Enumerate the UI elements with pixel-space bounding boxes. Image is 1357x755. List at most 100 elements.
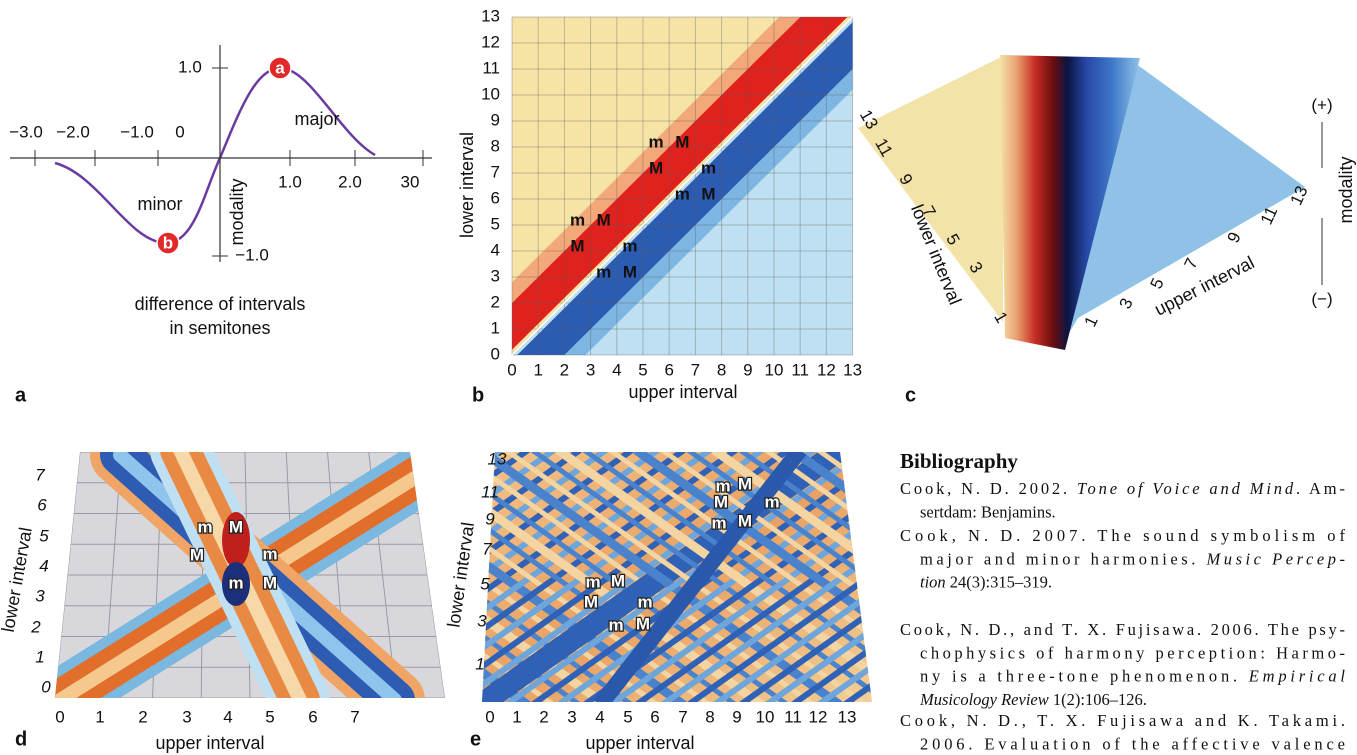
y-tick-label: 6 [491,188,500,207]
z-axis-label: modality [1336,156,1356,223]
x-tick-label: −1.0 [120,122,154,141]
y-tick-label: 12 [481,32,500,51]
chord-label: M [229,517,243,536]
chord-label: M [649,159,663,178]
bibliography-line: tion 24(3):315–319. [920,572,1052,591]
caption: difference of intervals [135,294,306,314]
chord-label: M [714,492,728,511]
x-tick-label: 7 [691,360,700,379]
chord-label: M [597,211,611,230]
y-tick-label: −1.0 [235,245,269,264]
trough [222,562,250,606]
bibliography-text: sertdam: Benjamins. [920,502,1056,521]
x-tick-label: 5 [638,360,647,379]
bibliography-line: Cook, N. D. 2002. Tone of Voice and Mind… [900,479,1345,498]
x-tick-label: 13 [838,707,857,726]
x-tick-label: 8 [705,707,714,726]
y-tick-label: 10 [481,84,500,103]
region-label: minor [137,194,182,214]
ridge [1000,55,1140,350]
chord-label: m [197,517,212,536]
y-axis-label: lower interval [443,521,478,629]
chord-label: m [228,573,243,592]
surface-ridge [482,452,738,702]
bibliography-text: Musicology Review [919,690,1049,709]
bibliography-text: Empirical [1248,666,1346,685]
chord-label: M [738,511,752,530]
x-tick-label: 6 [650,707,659,726]
y-tick-label: 6 [37,495,47,514]
chord-label: m [711,513,726,532]
y-tick-label: 5 [480,574,490,593]
bibliography-text: 2006. Evaluation of the affective valenc… [920,734,1345,753]
y-tick-label: 3 [477,611,487,630]
y-tick-label: 1 [491,318,500,337]
chord-label: M [263,573,277,592]
panel-label: c [905,384,916,406]
y-tick-label: 11 [481,482,499,501]
bibliography-line: Musicology Review 1(2):106–126. [919,690,1147,709]
y-tick-label: 13 [481,6,500,25]
y-tick-label: 11 [482,58,500,77]
minor-band [517,22,853,355]
region-label: major [294,109,339,129]
surface-ridge [608,452,872,702]
surface-ridge [482,452,816,702]
bibliography-text: Cook, N. D. 2007. The sound symbolism of [900,526,1346,545]
chord-label: m [715,476,730,495]
marker-label: a [275,58,285,77]
y-tick-label: 4 [39,556,48,575]
chord-label: m [262,544,277,563]
chord-label: m [585,572,600,591]
x-tick-label: 11 [784,707,802,726]
bibliography-text: 24(3):315–319. [946,572,1052,591]
major-band-edge [512,17,801,303]
chord-label: m [649,133,664,152]
y-tick-label: 1 [35,647,44,666]
x-tick-label: 9 [743,360,752,379]
minor-plane [1062,58,1305,345]
y-tick-label: 13 [488,449,507,468]
x-tick-label: 9 [732,707,741,726]
extremum-marker [156,231,180,255]
x-tick-label: 7 [350,707,359,726]
x-tick-label: 5 [623,707,632,726]
surface-ridge [593,452,807,702]
x-tick-label: 1 [533,360,542,379]
y-tick-label: 2 [491,292,500,311]
bibliography-line: 2006. Evaluation of the affective valenc… [920,734,1345,753]
z-tick-label: (+) [1311,95,1332,114]
bibliography-text: Cook, N. D., and T. X. Fujisawa. 2006. T… [900,620,1345,639]
x-tick-label: 6 [308,707,317,726]
chord-label: M [701,185,715,204]
x-tick-label: 5 [1146,275,1167,292]
y-tick-label: 5 [39,526,49,545]
bibliography-text: 1(2):106–126. [1049,690,1147,709]
surface-ridge [482,452,712,702]
surface-ridge [482,452,765,702]
chord-label: M [190,545,204,564]
x-tick-label: 10 [756,707,775,726]
y-tick-label: 2 [30,617,41,636]
x-tick-label: 7 [678,707,687,726]
x-axis-label: upper interval [628,382,737,402]
chord-label: m [675,185,690,204]
y-tick-label: 5 [491,214,500,233]
x-tick-label: 1 [1080,313,1101,330]
surface-ridge [738,452,872,702]
x-tick-label: 6 [664,360,673,379]
bibliography-line: chophysics of harmony perception: Harmo- [920,643,1345,662]
chord-label: m [764,492,779,511]
bibliography-text: Tone of Voice and Mind [1077,479,1294,498]
surface-ridge [738,452,872,702]
chord-label: m [637,592,652,611]
surface-ridge [482,452,843,702]
x-tick-label: −2.0 [56,122,90,141]
x-axis-label: upper interval [155,733,264,753]
x-tick-label: 1.0 [278,172,302,191]
chord-label: M [636,614,650,633]
x-tick-label: 2 [560,360,569,379]
peak [222,512,250,568]
y-tick-label: 1.0 [178,57,202,76]
extremum-marker [268,56,292,80]
